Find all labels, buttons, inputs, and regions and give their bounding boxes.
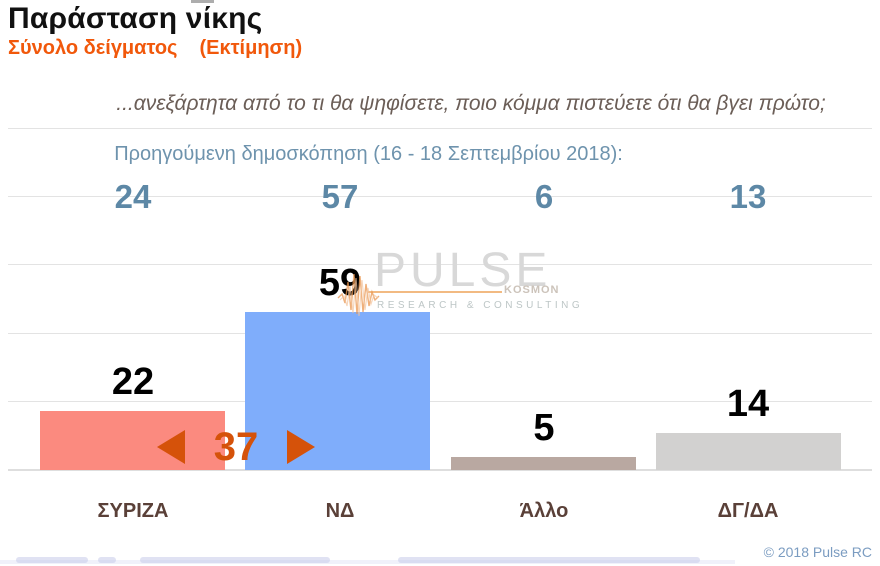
previous-value-label: 57	[321, 178, 359, 215]
pulse-logo-underline	[368, 291, 502, 293]
bar	[656, 433, 841, 470]
subtitle-sample: Σύνολο δείγματος	[8, 37, 178, 59]
cropped-bottom-artifact	[16, 557, 88, 563]
previous-value-label: 13	[729, 178, 767, 215]
gridline	[8, 401, 872, 402]
page-subtitle: Σύνολο δείγματος (Εκτίμηση)	[8, 37, 302, 60]
kosmon-label: KOSMON	[504, 284, 560, 296]
cropped-bottom-artifact	[98, 557, 116, 563]
bar	[40, 411, 225, 470]
bar-value-label: 5	[533, 407, 555, 449]
previous-value-label: 24	[114, 178, 152, 215]
difference-value: 37	[213, 425, 259, 469]
category-label: ΣΥΡΙΖΑ	[97, 500, 169, 522]
left-arrow-icon	[157, 430, 185, 464]
cropped-bottom-artifact	[0, 560, 735, 564]
pulse-logo-watermark: PULSE	[374, 244, 552, 297]
bar	[245, 312, 430, 470]
baseline	[8, 469, 872, 471]
gridline	[8, 264, 872, 265]
survey-question: ...ανεξάρτητα από το τι θα ψηφίσετε, ποι…	[116, 92, 826, 115]
cropped-bottom-artifact	[140, 557, 330, 563]
category-label: Άλλο	[519, 500, 569, 522]
bar-value-label: 14	[726, 383, 770, 425]
gridline	[8, 333, 872, 334]
right-arrow-icon	[287, 430, 315, 464]
difference-annotation: 37	[157, 427, 315, 467]
bar-value-label: 22	[111, 361, 155, 403]
previous-value-label: 6	[534, 178, 554, 215]
pulse-waveform-icon	[337, 273, 380, 317]
subtitle-estimate: (Εκτίμηση)	[199, 37, 303, 59]
bar	[451, 457, 636, 470]
category-label: ΝΔ	[325, 500, 355, 522]
gridline	[8, 128, 872, 129]
cropped-bottom-artifact	[398, 557, 700, 563]
copyright-notice: © 2018 Pulse RC	[763, 544, 872, 560]
page-title: Παράσταση νίκης	[8, 2, 263, 35]
cropped-top-artifact	[191, 0, 214, 3]
pulse-logo-tagline: RESEARCH & CONSULTING	[377, 300, 584, 311]
previous-poll-label: Προηγούμενη δημοσκόπηση (16 - 18 Σεπτεμβ…	[114, 143, 623, 165]
category-label: ΔΓ/ΔΑ	[717, 500, 779, 522]
gridline	[8, 196, 872, 197]
